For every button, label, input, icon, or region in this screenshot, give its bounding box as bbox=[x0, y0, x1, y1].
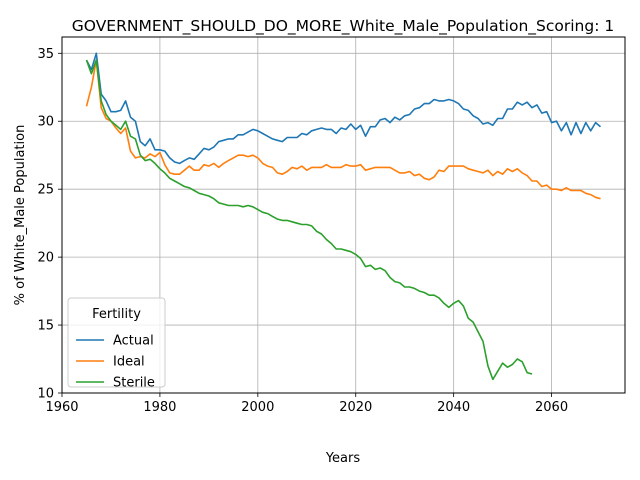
x-tick-label: 2040 bbox=[437, 400, 470, 415]
y-axis: 10 15 20 25 30 35 bbox=[37, 47, 62, 402]
y-tick-label: 20 bbox=[37, 251, 54, 266]
chart-title: GOVERNMENT_SHOULD_DO_MORE_White_Male_Pop… bbox=[72, 17, 614, 36]
series-line-sterile bbox=[85, 59, 533, 381]
y-tick-label: 30 bbox=[37, 115, 54, 130]
x-tick-label: 2000 bbox=[241, 400, 274, 415]
legend-box bbox=[67, 297, 166, 388]
y-tick-label: 10 bbox=[37, 387, 54, 402]
legend-label: Ideal bbox=[113, 355, 145, 370]
x-tick-label: 2060 bbox=[535, 400, 568, 415]
plot-frame bbox=[61, 36, 626, 394]
legend-label: Actual bbox=[113, 334, 154, 349]
y-tick-label: 25 bbox=[37, 183, 54, 198]
legend-title: Fertility bbox=[92, 307, 141, 322]
x-axis-label: Years bbox=[325, 451, 361, 466]
y-tick-label: 15 bbox=[37, 319, 54, 334]
series-layer bbox=[85, 52, 602, 381]
x-axis: 1960 1980 2000 2020 2040 2060 bbox=[45, 393, 568, 415]
x-tick-label: 1980 bbox=[143, 400, 176, 415]
y-axis-label: % of White_Male Population bbox=[13, 125, 28, 306]
legend: Fertility Actual Ideal Sterile bbox=[67, 297, 166, 391]
y-tick-label: 35 bbox=[37, 47, 54, 62]
legend-label: Sterile bbox=[113, 376, 155, 391]
x-tick-label: 2020 bbox=[339, 400, 372, 415]
series-line-actual bbox=[85, 52, 602, 165]
series-line-ideal bbox=[85, 59, 601, 200]
x-tick-label: 1960 bbox=[45, 400, 78, 415]
